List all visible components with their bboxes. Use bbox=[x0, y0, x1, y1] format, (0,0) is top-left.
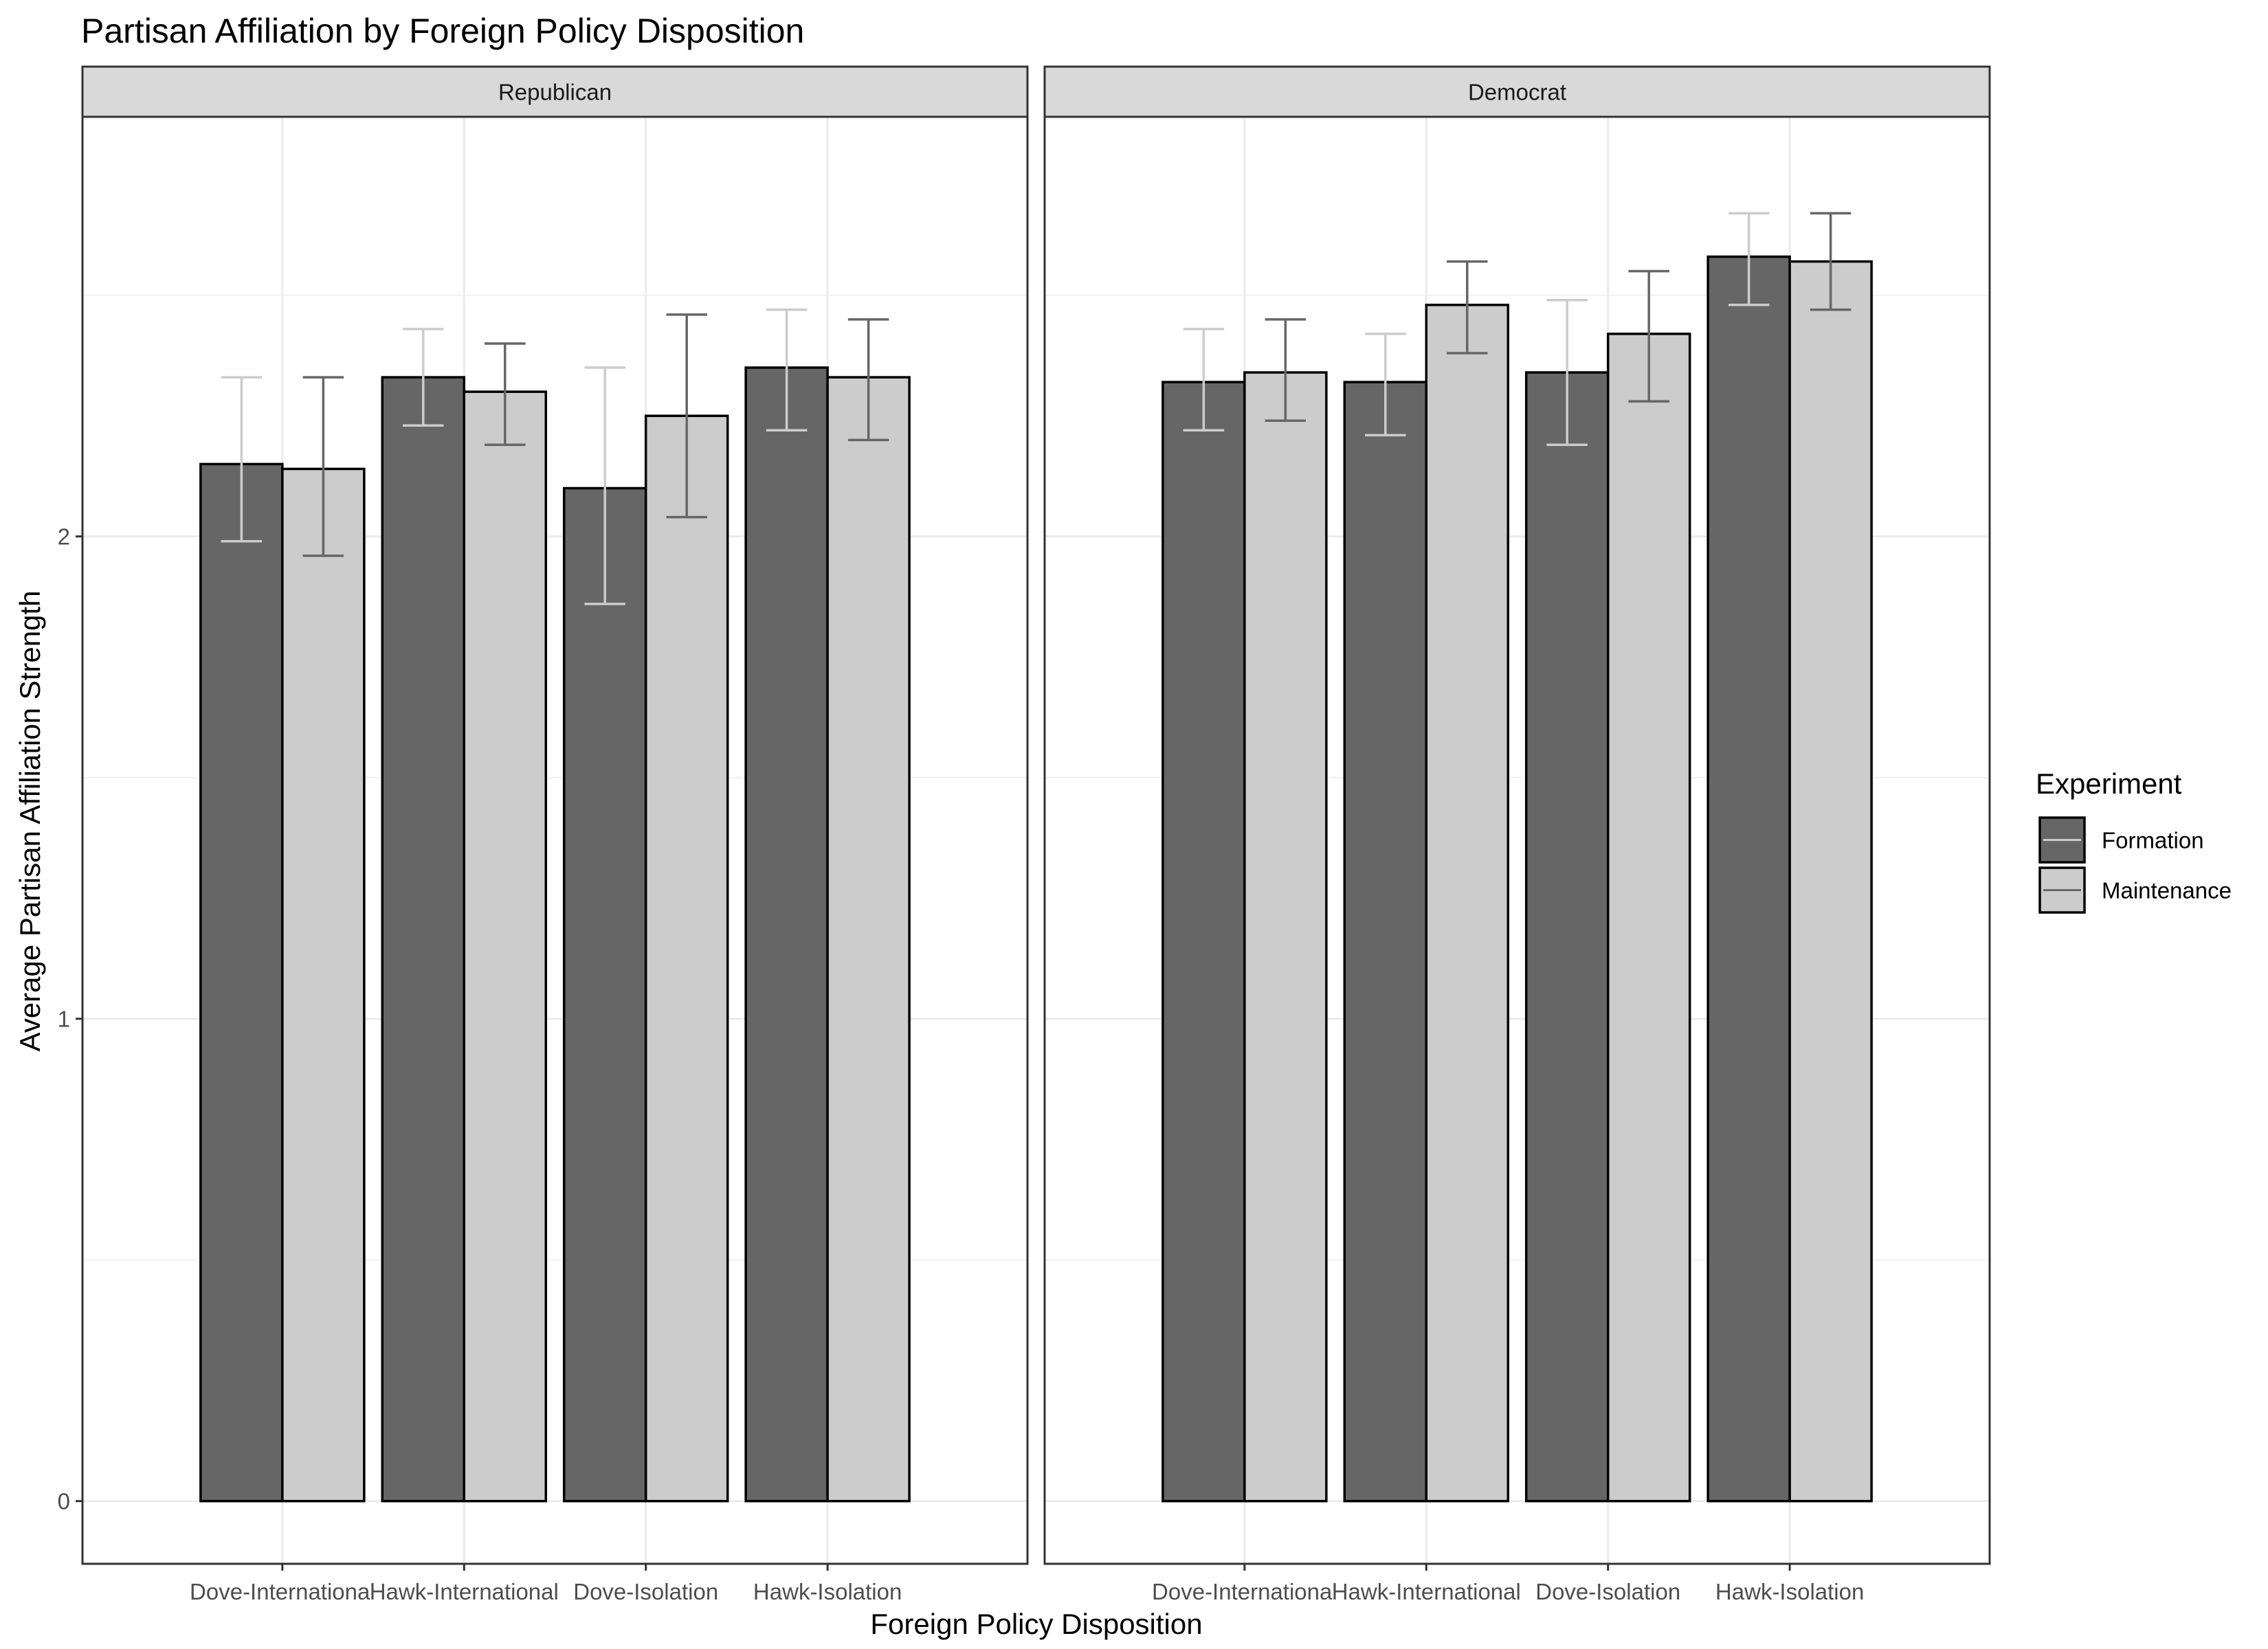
facet-strip-label: Republican bbox=[498, 80, 612, 105]
bar-maintenance-dove-isolation bbox=[1606, 333, 1691, 1503]
x-tick-label: Hawk-International bbox=[1332, 1579, 1521, 1604]
legend-title: Experiment bbox=[2036, 767, 2182, 800]
facet-strip bbox=[1043, 65, 1991, 118]
x-tick-label: Hawk-International bbox=[370, 1579, 559, 1604]
legend-label-formation: Formation bbox=[2102, 828, 2204, 853]
bar-formation-dove-international bbox=[199, 462, 284, 1503]
bar-formation-hawk-international bbox=[381, 376, 466, 1503]
bar-maintenance-hawk-international bbox=[463, 390, 548, 1503]
x-tick-label: Hawk-Isolation bbox=[753, 1579, 902, 1604]
legend: Experiment Formation Maintenance bbox=[2036, 767, 2232, 914]
facet-strip bbox=[81, 65, 1029, 118]
plot-area: RepublicanDove-InternationalHawk-Interna… bbox=[58, 65, 1991, 1604]
y-axis-title: Average Partisan Affiliation Strength bbox=[14, 591, 46, 1052]
bar-maintenance-hawk-isolation bbox=[826, 376, 911, 1503]
bar-formation-dove-isolation bbox=[562, 486, 647, 1503]
x-tick-label: Dove-International bbox=[1152, 1579, 1337, 1604]
bar-maintenance-hawk-isolation bbox=[1788, 260, 1873, 1503]
x-tick-label: Dove-International bbox=[190, 1579, 375, 1604]
y-tick-label: 1 bbox=[58, 1007, 70, 1032]
bar-maintenance-dove-international bbox=[281, 467, 366, 1503]
x-axis-title: Foreign Policy Disposition bbox=[870, 1608, 1202, 1640]
chart-title: Partisan Affiliation by Foreign Policy D… bbox=[81, 12, 804, 50]
bar-formation-hawk-isolation bbox=[744, 366, 829, 1503]
bar-maintenance-dove-international bbox=[1243, 371, 1328, 1503]
legend-label-maintenance: Maintenance bbox=[2102, 878, 2232, 904]
x-tick-label: Dove-Isolation bbox=[573, 1579, 718, 1604]
x-tick-label: Hawk-Isolation bbox=[1715, 1579, 1864, 1604]
bar-maintenance-hawk-international bbox=[1425, 304, 1510, 1503]
bar-formation-hawk-isolation bbox=[1706, 255, 1791, 1503]
bar-maintenance-dove-isolation bbox=[644, 414, 729, 1503]
bar-formation-dove-international bbox=[1161, 381, 1246, 1503]
y-tick-label: 2 bbox=[58, 524, 70, 550]
x-tick-label: Dove-Isolation bbox=[1535, 1579, 1680, 1604]
bar-formation-dove-isolation bbox=[1524, 371, 1610, 1503]
y-tick-label: 0 bbox=[58, 1489, 70, 1514]
facet-strip-label: Democrat bbox=[1468, 80, 1566, 105]
bar-formation-hawk-international bbox=[1343, 381, 1428, 1503]
